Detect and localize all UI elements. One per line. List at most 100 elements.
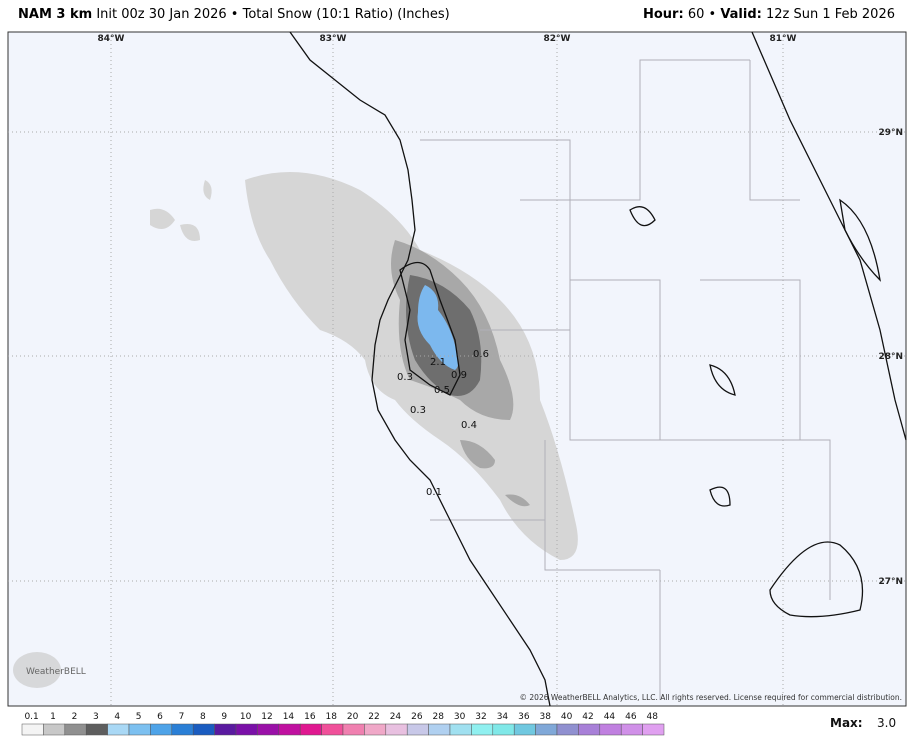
- legend-swatch: [364, 723, 387, 736]
- legend-label: 26: [411, 712, 423, 722]
- legend-label: 9: [221, 712, 227, 722]
- snow-blue: [417, 285, 459, 370]
- snow-light: [150, 180, 212, 241]
- lat-label: 28°N: [878, 352, 903, 362]
- legend-label: 48: [647, 712, 659, 722]
- lat-label: 27°N: [878, 577, 903, 587]
- legend-swatch: [535, 723, 558, 736]
- contour-label: 0.6: [473, 349, 489, 360]
- max-value: 3.0: [877, 716, 896, 730]
- model: NAM 3 km: [18, 7, 93, 22]
- legend-swatch: [257, 723, 280, 736]
- coastline: [289, 31, 907, 707]
- legend-swatch: [150, 723, 173, 736]
- legend-swatch: [278, 723, 301, 736]
- legend-swatch: [192, 723, 215, 736]
- legend-label: 2: [72, 712, 78, 722]
- legend-swatch: [64, 723, 87, 736]
- hour-label: Hour:: [642, 7, 684, 22]
- legend-swatch: [449, 723, 472, 736]
- legend-swatch: [128, 723, 151, 736]
- legend-label: 1: [50, 712, 56, 722]
- hour: 60: [687, 7, 705, 22]
- legend-label: 3: [93, 712, 99, 722]
- contour-label: 2.1: [430, 357, 446, 368]
- legend-swatch: [556, 723, 579, 736]
- legend-label: 40: [561, 712, 573, 722]
- legend-label: 36: [518, 712, 530, 722]
- legend-label: 12: [261, 712, 272, 722]
- legend-label: 6: [157, 712, 163, 722]
- legend-label: 0.1: [24, 712, 38, 722]
- separator: •: [708, 7, 717, 22]
- max-label: Max:: [830, 716, 863, 730]
- copyright: © 2026 WeatherBELL Analytics, LLC. All r…: [520, 693, 902, 702]
- valid-label: Valid:: [720, 7, 762, 22]
- legend-swatch: [235, 723, 258, 736]
- legend-label: 22: [368, 712, 379, 722]
- graticule: [8, 32, 906, 706]
- legend-label: 4: [114, 712, 120, 722]
- legend-swatch: [599, 723, 622, 736]
- legend-label: 8: [200, 712, 206, 722]
- legend-swatch: [492, 723, 515, 736]
- legend-swatch: [620, 723, 643, 736]
- legend-label: 14: [283, 712, 295, 722]
- legend-swatch: [107, 723, 130, 736]
- legend-label: 5: [136, 712, 142, 722]
- contour-label: 0.3: [397, 372, 413, 383]
- legend-swatch: [428, 723, 451, 736]
- legend-swatch: [342, 723, 365, 736]
- legend-swatch: [43, 723, 66, 736]
- legend-swatch: [214, 723, 237, 736]
- county-lines: [420, 59, 831, 700]
- lat-label: 29°N: [878, 128, 903, 138]
- legend-swatch: [578, 723, 601, 736]
- separator: •: [230, 7, 239, 22]
- valid: 12z Sun 1 Feb 2026: [766, 7, 895, 22]
- header: NAM 3 km Init 00z 30 Jan 2026 • Total Sn…: [0, 0, 913, 30]
- legend-label: 32: [475, 712, 486, 722]
- legend-swatch: [85, 723, 108, 736]
- legend-label: 18: [326, 712, 338, 722]
- logo-text: WeatherBELL: [26, 667, 86, 677]
- legend-label: 44: [604, 712, 616, 722]
- logo: WeatherBELL: [13, 652, 86, 688]
- contour-label: 0.9: [451, 370, 467, 381]
- legend-label: 24: [390, 712, 402, 722]
- legend-label: 34: [497, 712, 509, 722]
- init: Init 00z 30 Jan 2026: [96, 7, 227, 22]
- legend-label: 46: [625, 712, 637, 722]
- product: Total Snow (10:1 Ratio) (Inches): [242, 7, 450, 22]
- legend-swatch: [385, 723, 408, 736]
- legend-label: 28: [433, 712, 445, 722]
- contour-label: 0.1: [426, 487, 442, 498]
- legend-label: 30: [454, 712, 466, 722]
- legend-label: 20: [347, 712, 359, 722]
- lon-label: 82°W: [544, 34, 571, 44]
- legend-swatch: [471, 723, 494, 736]
- legend-swatch: [299, 723, 322, 736]
- legend-swatch: [513, 723, 536, 736]
- legend-swatch: [406, 723, 429, 736]
- legend-swatch: [321, 723, 344, 736]
- legend-swatch: [642, 723, 665, 736]
- legend-swatch: [171, 723, 194, 736]
- legend-label: 16: [304, 712, 316, 722]
- legend-label: 42: [582, 712, 593, 722]
- contour-label: 0.4: [461, 420, 477, 431]
- header-left: NAM 3 km Init 00z 30 Jan 2026 • Total Sn…: [18, 0, 450, 30]
- lon-label: 83°W: [320, 34, 347, 44]
- snow-medium: [460, 440, 530, 507]
- legend-label: 7: [179, 712, 185, 722]
- legend-label: 38: [540, 712, 552, 722]
- legend-swatch: [21, 723, 44, 736]
- contour-label: 0.3: [410, 405, 426, 416]
- contour-label: 0.5: [434, 385, 450, 396]
- snow-shading: [150, 172, 578, 560]
- lon-label: 81°W: [770, 34, 797, 44]
- legend-label: 10: [240, 712, 252, 722]
- header-right: Hour: 60 • Valid: 12z Sun 1 Feb 2026: [643, 0, 895, 30]
